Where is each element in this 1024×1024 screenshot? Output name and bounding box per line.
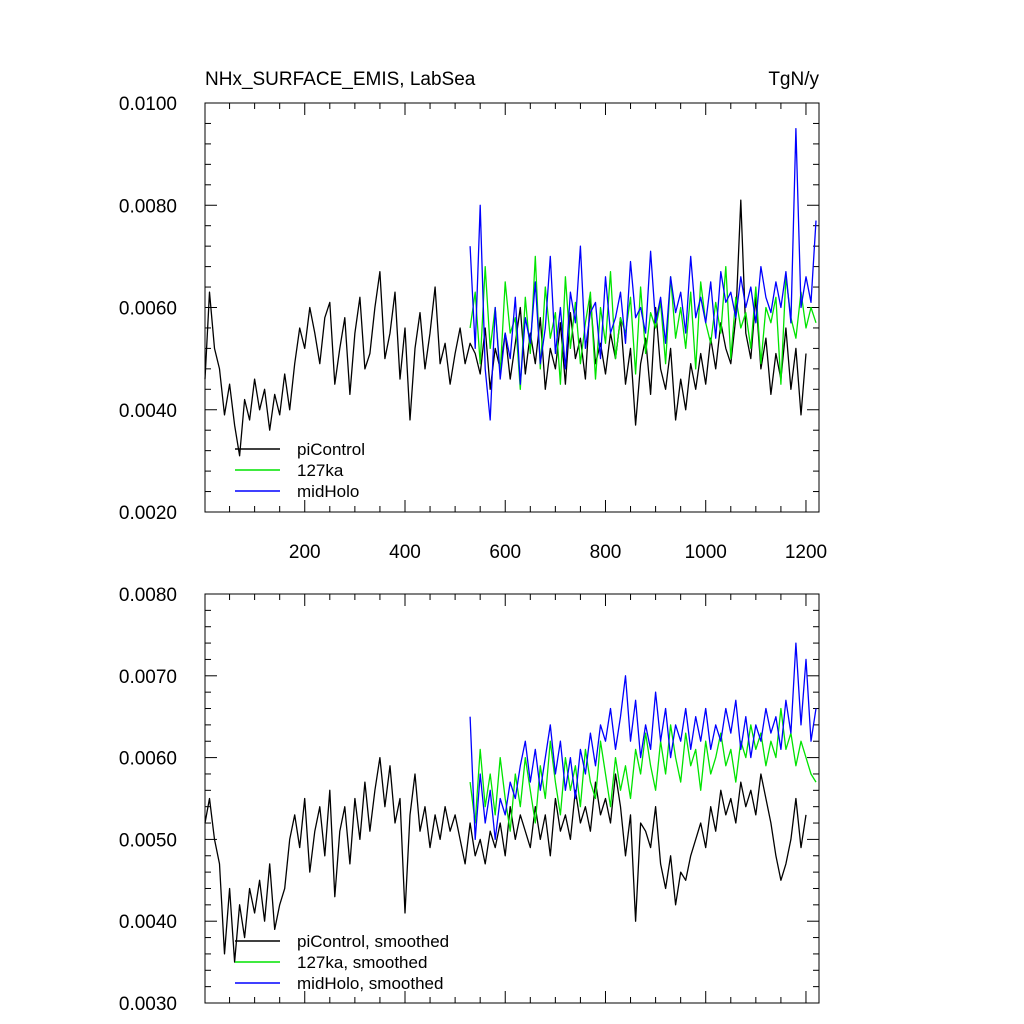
y-tick-label: 0.0060 — [119, 749, 177, 770]
y-tick-label: 0.0040 — [119, 912, 177, 933]
plot-frame — [204, 593, 820, 1004]
y-tick-label: 0.0080 — [119, 585, 177, 606]
x-tick-label: 400 — [389, 542, 421, 563]
x-tick-label: 1000 — [685, 542, 727, 563]
y-tick-label: 0.0020 — [119, 503, 177, 524]
y-tick-label: 0.0060 — [119, 299, 177, 320]
top-panel: 0.0020 0.0040 0.0060 0.0080 0.0100 200 400 600 8… — [119, 69, 827, 563]
y-tick-label: 0.0080 — [119, 196, 177, 217]
x-tick-label: 800 — [590, 542, 622, 563]
bottom-panel: 0.0030 0.0040 0.0050 0.0060 0.0070 0.0080 piCo… — [119, 585, 820, 1015]
legend-label: 127ka, smoothed — [297, 953, 427, 972]
series-line-midholo — [469, 127, 817, 421]
series-line-midholo-smoothed — [469, 642, 817, 841]
y-tick-label: 0.0040 — [119, 401, 177, 422]
legend-label: midHolo — [297, 482, 359, 501]
chart-title: NHx_SURFACE_EMIS, LabSea — [205, 69, 476, 90]
legend-label: piControl — [297, 440, 365, 459]
legend-label: piControl, smoothed — [297, 932, 449, 951]
legend-label: 127ka — [297, 461, 344, 480]
x-tick-label: 600 — [489, 542, 521, 563]
y-tick-label: 0.0070 — [119, 667, 177, 688]
y-tick-label: 0.0050 — [119, 830, 177, 851]
legend-label: midHolo, smoothed — [297, 974, 443, 993]
series-line-picontrol-smoothed — [204, 756, 807, 963]
y-tick-label: 0.0100 — [119, 94, 177, 115]
series-line-127ka-smoothed — [469, 707, 817, 832]
units-label: TgN/y — [768, 69, 819, 90]
x-tick-label: 200 — [289, 542, 321, 563]
y-tick-label: 0.0030 — [119, 994, 177, 1015]
x-tick-label: 1200 — [785, 542, 827, 563]
